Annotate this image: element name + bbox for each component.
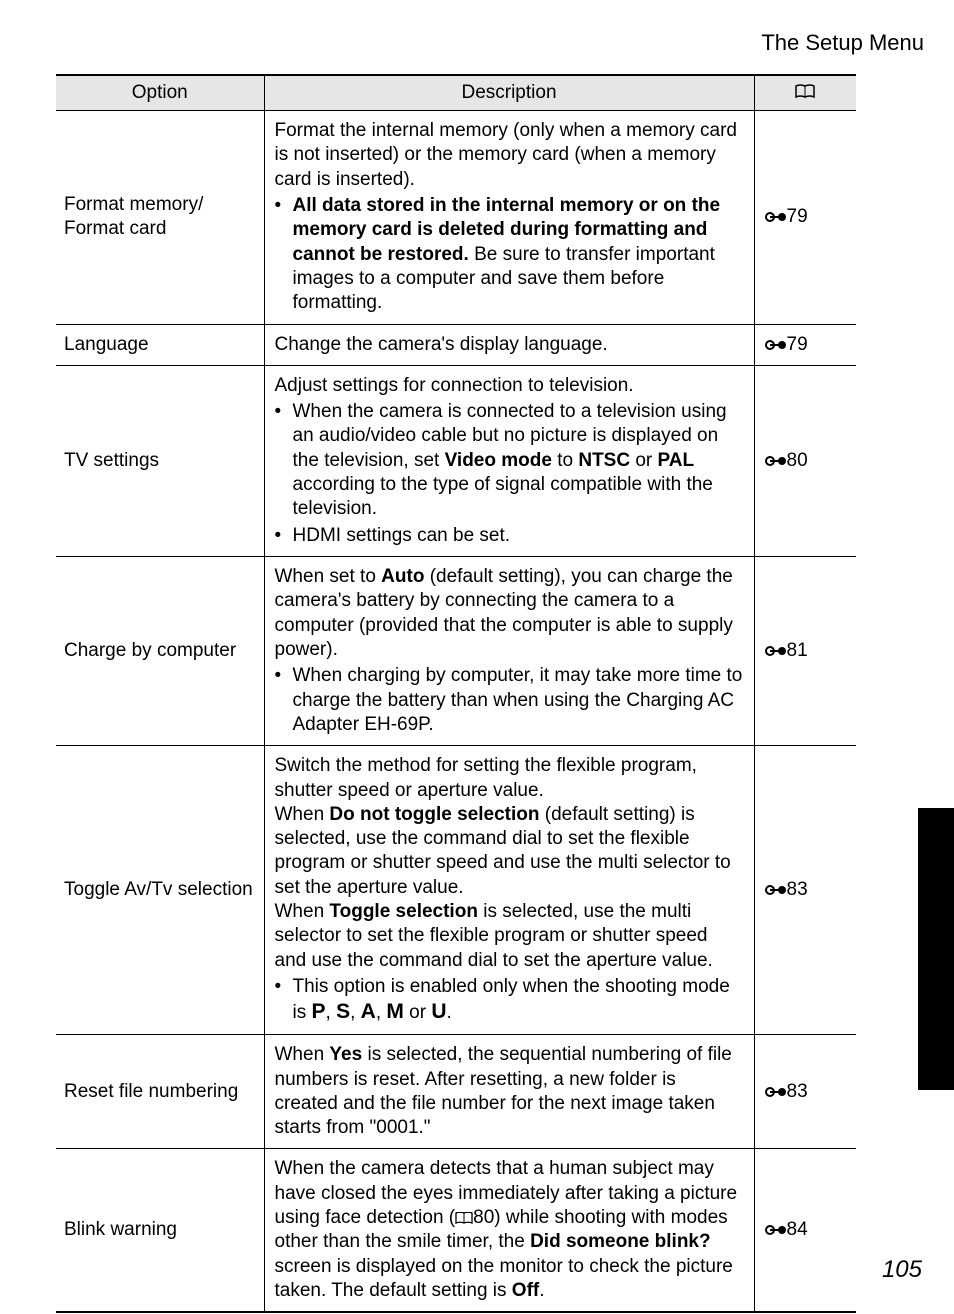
table-row: Language Change the camera's display lan…	[56, 324, 856, 365]
desc-paragraph: When Do not toggle selection (default se…	[275, 803, 744, 900]
desc-bullets: All data stored in the internal memory o…	[275, 194, 744, 316]
page-title: The Setup Menu	[56, 30, 924, 56]
desc-text: Adjust settings for connection to televi…	[275, 375, 634, 396]
desc-text: or	[630, 450, 657, 471]
option-description: When the camera detects that a human sub…	[264, 1149, 754, 1312]
bold-text: NTSC	[578, 450, 630, 471]
page-ref: 81	[754, 557, 856, 746]
reference-icon	[765, 1081, 787, 1102]
bold-text: Auto	[381, 566, 424, 587]
mode-letter: M	[386, 1000, 404, 1023]
page-number: 105	[882, 1256, 922, 1284]
option-name: Reset file numbering	[56, 1035, 264, 1149]
desc-bullets: This option is enabled only when the sho…	[275, 975, 744, 1026]
page-ref: 84	[754, 1149, 856, 1312]
book-icon	[794, 82, 816, 103]
desc-bullet: All data stored in the internal memory o…	[289, 194, 744, 316]
ref-number: 81	[787, 640, 808, 661]
option-description: When set to Auto (default setting), you …	[264, 557, 754, 746]
desc-text: When	[275, 901, 330, 922]
desc-text: .	[447, 1002, 452, 1023]
option-name: TV settings	[56, 365, 264, 556]
desc-text: When	[275, 1044, 330, 1065]
mode-letter: A	[361, 1000, 376, 1023]
bold-text: Do not toggle selection	[329, 804, 539, 825]
ref-number: 80	[787, 450, 808, 471]
desc-text: When set to	[275, 566, 382, 587]
desc-text: ,	[326, 1002, 337, 1023]
desc-text: .	[539, 1280, 544, 1301]
desc-text: Format the internal memory (only when a …	[275, 120, 738, 190]
desc-bullets: When the camera is connected to a televi…	[275, 400, 744, 548]
page-ref: 79	[754, 324, 856, 365]
table-row: Blink warning When the camera detects th…	[56, 1149, 856, 1312]
option-description: When Yes is selected, the sequential num…	[264, 1035, 754, 1149]
bold-text: Toggle selection	[329, 901, 478, 922]
option-name: Blink warning	[56, 1149, 264, 1312]
desc-text: When	[275, 804, 330, 825]
bold-text: Did someone blink?	[530, 1231, 711, 1252]
page-ref: 83	[754, 746, 856, 1035]
desc-text: or	[404, 1002, 431, 1023]
ref-number: 79	[787, 206, 808, 227]
desc-bullet: This option is enabled only when the sho…	[289, 975, 744, 1026]
desc-text: ,	[376, 1002, 387, 1023]
table-row: Reset file numbering When Yes is selecte…	[56, 1035, 856, 1149]
bold-text: Yes	[329, 1044, 362, 1065]
option-description: Format the internal memory (only when a …	[264, 111, 754, 325]
desc-text: to	[552, 450, 578, 471]
ref-number: 80	[473, 1207, 494, 1228]
desc-text: ,	[350, 1002, 361, 1023]
page-ref: 83	[754, 1035, 856, 1149]
options-table: Option Description Format memory/ Format…	[56, 74, 856, 1313]
option-name: Format memory/ Format card	[56, 111, 264, 325]
option-description: Adjust settings for connection to televi…	[264, 365, 754, 556]
page: The Setup Menu Option Description Format…	[0, 0, 954, 1314]
page-ref: 80	[754, 365, 856, 556]
bold-text: PAL	[658, 450, 695, 471]
desc-text: Switch the method for setting the flexib…	[275, 754, 744, 803]
desc-text: screen is displayed on the monitor to ch…	[275, 1256, 733, 1301]
desc-bullet: When the camera is connected to a televi…	[289, 400, 744, 522]
mode-letter: S	[336, 1000, 350, 1023]
option-name: Language	[56, 324, 264, 365]
ref-number: 79	[787, 334, 808, 355]
table-row: Format memory/ Format card Format the in…	[56, 111, 856, 325]
book-icon	[455, 1207, 473, 1228]
table-row: Charge by computer When set to Auto (def…	[56, 557, 856, 746]
table-row: Toggle Av/Tv selection Switch the method…	[56, 746, 856, 1035]
option-description: Switch the method for setting the flexib…	[264, 746, 754, 1035]
option-description: Change the camera's display language.	[264, 324, 754, 365]
page-ref: 79	[754, 111, 856, 325]
bold-text: Off	[512, 1280, 539, 1301]
reference-icon	[765, 879, 787, 900]
reference-icon	[765, 640, 787, 661]
col-option: Option	[56, 75, 264, 111]
ref-number: 83	[787, 1081, 808, 1102]
reference-icon	[765, 1219, 787, 1240]
table-row: TV settings Adjust settings for connecti…	[56, 365, 856, 556]
ref-number: 84	[787, 1219, 808, 1240]
option-name: Toggle Av/Tv selection	[56, 746, 264, 1035]
desc-bullets: When charging by computer, it may take m…	[275, 664, 744, 737]
option-name: Charge by computer	[56, 557, 264, 746]
desc-text: according to the type of signal compatib…	[293, 474, 713, 519]
reference-icon	[765, 334, 787, 355]
ref-number: 83	[787, 879, 808, 900]
col-description: Description	[264, 75, 754, 111]
desc-bullet: HDMI settings can be set.	[289, 524, 744, 548]
sidebar-section-label: General Camera Setup	[927, 892, 948, 1077]
col-reference	[754, 75, 856, 111]
reference-icon	[765, 206, 787, 227]
mode-letter: P	[312, 1000, 326, 1023]
bold-text: Video mode	[445, 450, 552, 471]
mode-letter: U	[431, 1000, 446, 1023]
table-header-row: Option Description	[56, 75, 856, 111]
reference-icon	[765, 450, 787, 471]
desc-paragraph: When Toggle selection is selected, use t…	[275, 900, 744, 973]
desc-bullet: When charging by computer, it may take m…	[289, 664, 744, 737]
